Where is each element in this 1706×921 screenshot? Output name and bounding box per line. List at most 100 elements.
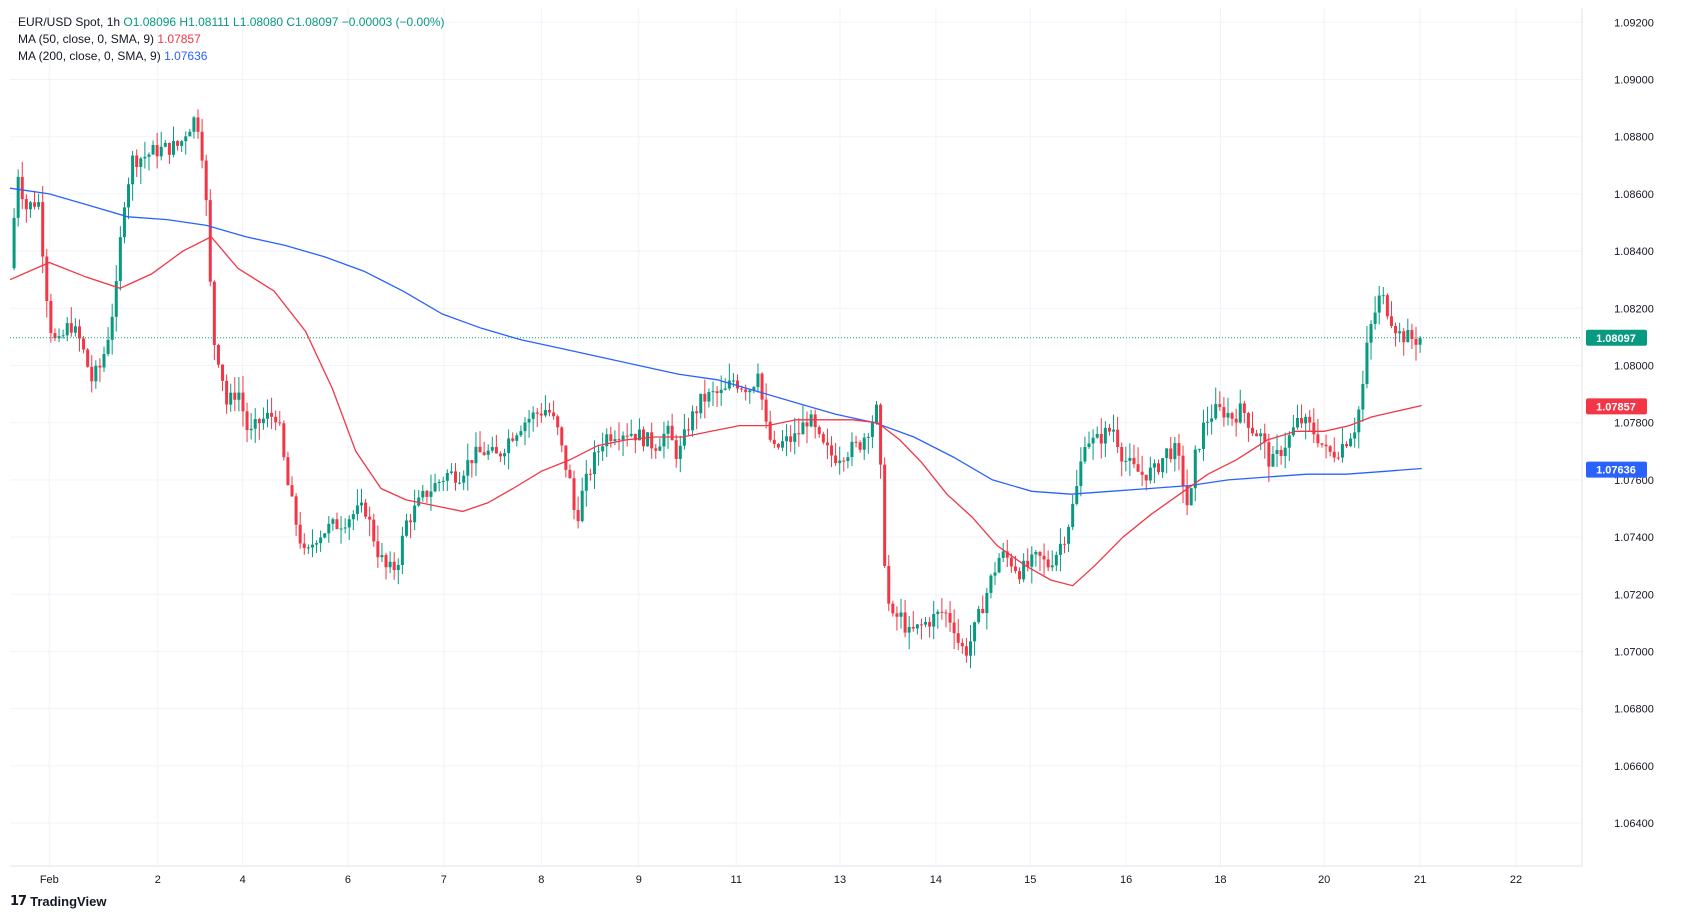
candle-body: [37, 202, 41, 207]
candle-body: [1328, 446, 1332, 452]
candle-body: [727, 380, 731, 389]
x-tick-label: 16: [1120, 874, 1132, 886]
candle-body: [135, 155, 139, 167]
candle-body: [486, 450, 490, 455]
ma200-price-tag-bg: [1586, 461, 1647, 478]
candle-body: [1132, 457, 1136, 465]
candle-body: [327, 523, 331, 534]
candle-body: [163, 142, 167, 147]
candle-body: [466, 460, 470, 476]
candle-body: [498, 453, 502, 457]
candle-body: [678, 445, 682, 459]
candle-body: [535, 412, 539, 414]
candle-body: [257, 419, 261, 424]
candle-body: [1222, 407, 1226, 418]
candle-body: [49, 300, 53, 334]
candle-body: [196, 117, 200, 132]
candle-body: [531, 412, 535, 419]
candle-body: [392, 561, 396, 571]
candle-body: [1079, 461, 1083, 487]
brand-name: TradingView: [30, 893, 107, 909]
candle-body: [973, 622, 977, 642]
candle-body: [319, 537, 323, 544]
candle-body: [441, 480, 445, 482]
candle-body: [1062, 543, 1066, 545]
candle-body: [282, 423, 286, 458]
candle-body: [830, 445, 834, 456]
y-tick-label: 1.07000: [1614, 647, 1654, 659]
candle-body: [180, 141, 184, 146]
candle-body: [396, 565, 400, 571]
candle-body: [740, 388, 744, 390]
candle-body: [1095, 433, 1099, 438]
candle-body: [1287, 435, 1291, 448]
candle-body: [12, 217, 16, 269]
candle-body: [429, 491, 433, 497]
candle-body: [270, 412, 274, 417]
x-tick-label: 9: [636, 874, 642, 886]
tradingview-brand[interactable]: 𝟭𝟳 TradingView: [10, 893, 106, 909]
candle-body: [1091, 437, 1095, 444]
ma50-value: 1.07857: [157, 32, 201, 46]
candle-body: [372, 519, 376, 542]
candle-body: [719, 389, 723, 394]
candle-body: [351, 514, 355, 520]
candle-body: [57, 336, 61, 339]
candle-body: [53, 333, 57, 339]
candle-body: [932, 614, 936, 627]
x-tick-label: 18: [1214, 874, 1226, 886]
candle-body: [339, 528, 343, 530]
candle-body: [834, 455, 838, 464]
candle-body: [1181, 455, 1185, 486]
candle-body: [41, 202, 45, 257]
candle-body: [494, 447, 498, 454]
candle-body: [1120, 446, 1124, 462]
candle-body: [73, 326, 77, 333]
candle-body: [785, 436, 789, 442]
x-tick-label: 11: [731, 874, 742, 886]
candle-body: [1336, 457, 1340, 459]
candle-body: [1206, 421, 1210, 423]
symbol-label: EUR/USD Spot, 1h: [18, 15, 121, 29]
candle-body: [960, 642, 964, 647]
y-tick-label: 1.06400: [1614, 818, 1654, 830]
candle-body: [1189, 488, 1193, 506]
candle-body: [237, 392, 241, 400]
candle-body: [539, 413, 543, 416]
ohlc-values: O1.08096 H1.08111 L1.08080 C1.08097 −0.0…: [123, 15, 445, 29]
candle-body: [1087, 443, 1091, 448]
candle-body: [204, 160, 208, 201]
candle-body: [699, 393, 703, 414]
candle-body: [552, 412, 556, 417]
legend-ma200-row[interactable]: MA (200, close, 0, SMA, 9) 1.07636: [18, 48, 445, 65]
candle-body: [1275, 449, 1279, 455]
candle-body: [891, 603, 895, 614]
candle-body: [192, 117, 196, 132]
candle-body: [82, 338, 86, 350]
candle-body: [662, 433, 666, 447]
legend-ma50-row[interactable]: MA (50, close, 0, SMA, 9) 1.07857: [18, 31, 445, 48]
candle-body: [355, 505, 359, 515]
candle-body: [482, 452, 486, 455]
candle-body: [948, 612, 952, 623]
candle-body: [633, 433, 637, 441]
candle-body: [1103, 427, 1107, 444]
x-tick-label: 14: [930, 874, 942, 886]
candle-body: [221, 364, 225, 381]
candle-body: [425, 490, 429, 497]
candle-body: [1177, 443, 1181, 456]
candle-body: [1381, 295, 1385, 297]
candle-body: [503, 453, 507, 457]
candle-body: [609, 434, 613, 442]
candle-body: [1304, 416, 1308, 424]
candle-body: [903, 612, 907, 633]
candle-body: [1365, 342, 1369, 384]
candle-body: [1116, 429, 1120, 447]
candle-body: [748, 390, 752, 393]
candle-body: [1234, 418, 1238, 423]
candle-body: [789, 436, 793, 442]
candle-body: [568, 469, 572, 479]
candle-body: [1279, 449, 1283, 456]
candle-body: [1218, 404, 1222, 408]
